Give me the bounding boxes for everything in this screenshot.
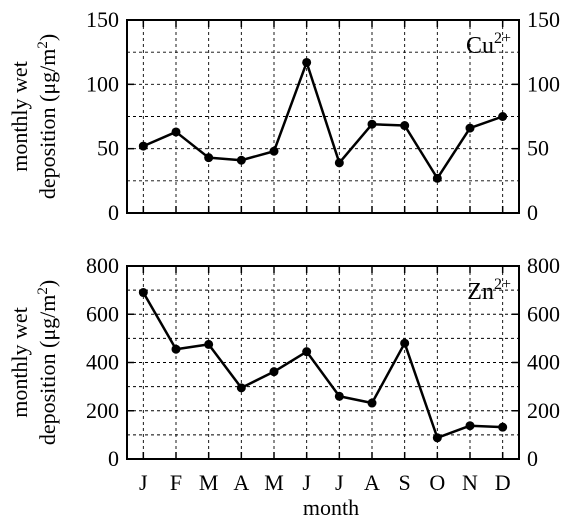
zn-data-point xyxy=(334,391,344,401)
zn-xtick-label: J xyxy=(335,470,344,495)
zn-xtick-label: F xyxy=(170,470,182,495)
zn-data-point xyxy=(498,422,508,432)
zn-xtick-label: M xyxy=(264,470,284,495)
cu-data-point xyxy=(400,121,410,131)
zn-ytick-label-left: 800 xyxy=(86,253,119,278)
cu-data-point xyxy=(204,153,214,163)
zn-ylabel-line1: monthly wet xyxy=(7,307,32,418)
zn-ion-charge: 2+ xyxy=(494,276,511,293)
zn-ytick-label-left: 600 xyxy=(86,301,119,326)
zn-xtick-label: J xyxy=(302,470,311,495)
x-axis-label: month xyxy=(303,495,359,520)
zn-ion-label: Zn2+ xyxy=(467,276,511,305)
zn-panel: 0 0 200 200 400 400 600 600 800 800 Zn2+ monthly we… xyxy=(7,253,560,495)
zn-ytick-label-left: 400 xyxy=(86,350,119,375)
cu-ion-label: Cu2+ xyxy=(466,30,511,59)
cu-panel: 0 0 50 50 100 100 150 150 Cu2+ monthly wet deposit… xyxy=(7,7,560,225)
cu-series-line xyxy=(142,61,504,180)
zn-ytick-label-right: 600 xyxy=(527,301,560,326)
cu-data-point xyxy=(334,158,344,168)
cu-ylabel-line1: monthly wet xyxy=(7,61,32,172)
cu-data-point xyxy=(138,141,148,151)
zn-ytick-label-right: 800 xyxy=(527,253,560,278)
zn-xtick-label: O xyxy=(429,470,445,495)
cu-data-point xyxy=(498,112,508,121)
zn-series-line xyxy=(142,291,503,440)
zn-xtick-label: J xyxy=(139,470,148,495)
cu-ytick-label-right: 150 xyxy=(527,7,560,32)
zn-xtick-label: A xyxy=(233,470,249,495)
cu-data-point xyxy=(171,127,181,137)
zn-xtick-label: A xyxy=(364,470,380,495)
zn-data-point xyxy=(204,339,214,349)
cu-plot-frame xyxy=(126,19,520,214)
cu-data-point xyxy=(432,173,442,183)
zn-data-point xyxy=(138,288,148,298)
zn-data-point xyxy=(400,338,410,348)
cu-ytick-label-left: 0 xyxy=(108,200,119,225)
cu-ion-charge: 2+ xyxy=(494,30,511,47)
cu-ytick-label-right: 100 xyxy=(527,71,560,96)
zn-data-point xyxy=(302,347,312,357)
cu-data-point xyxy=(465,123,475,133)
zn-ytick-label-right: 0 xyxy=(527,446,538,471)
zn-ytick-label-left: 0 xyxy=(108,446,119,471)
cu-ytick-label-right: 50 xyxy=(527,136,549,161)
cu-ytick-label-right: 0 xyxy=(527,200,538,225)
cu-data-point xyxy=(302,57,312,67)
zn-data-point xyxy=(236,383,246,393)
zn-ylabel-line2: deposition (μg/m2) xyxy=(35,280,60,445)
cu-ytick-label-left: 100 xyxy=(86,71,119,96)
zn-ytick-label-right: 200 xyxy=(527,398,560,423)
cu-ylabel-line2: deposition (μg/m2) xyxy=(35,34,60,199)
zn-data-point xyxy=(432,433,442,443)
zn-xtick-label: S xyxy=(399,470,411,495)
zn-data-point xyxy=(269,367,279,377)
zn-data-point xyxy=(465,421,475,431)
zn-ytick-label-left: 200 xyxy=(86,398,119,423)
zn-xtick-label: D xyxy=(495,470,511,495)
cu-data-point xyxy=(367,119,377,129)
zn-data-point xyxy=(367,398,377,408)
zn-data-point xyxy=(171,344,181,354)
zn-ytick-label-right: 400 xyxy=(527,350,560,375)
cu-data-point xyxy=(269,146,279,156)
cu-data-point xyxy=(236,155,246,165)
cu-ytick-label-left: 50 xyxy=(97,136,119,161)
zn-xtick-label: M xyxy=(199,470,219,495)
cu-ytick-label-left: 150 xyxy=(86,7,119,32)
zn-xtick-label: N xyxy=(462,470,478,495)
